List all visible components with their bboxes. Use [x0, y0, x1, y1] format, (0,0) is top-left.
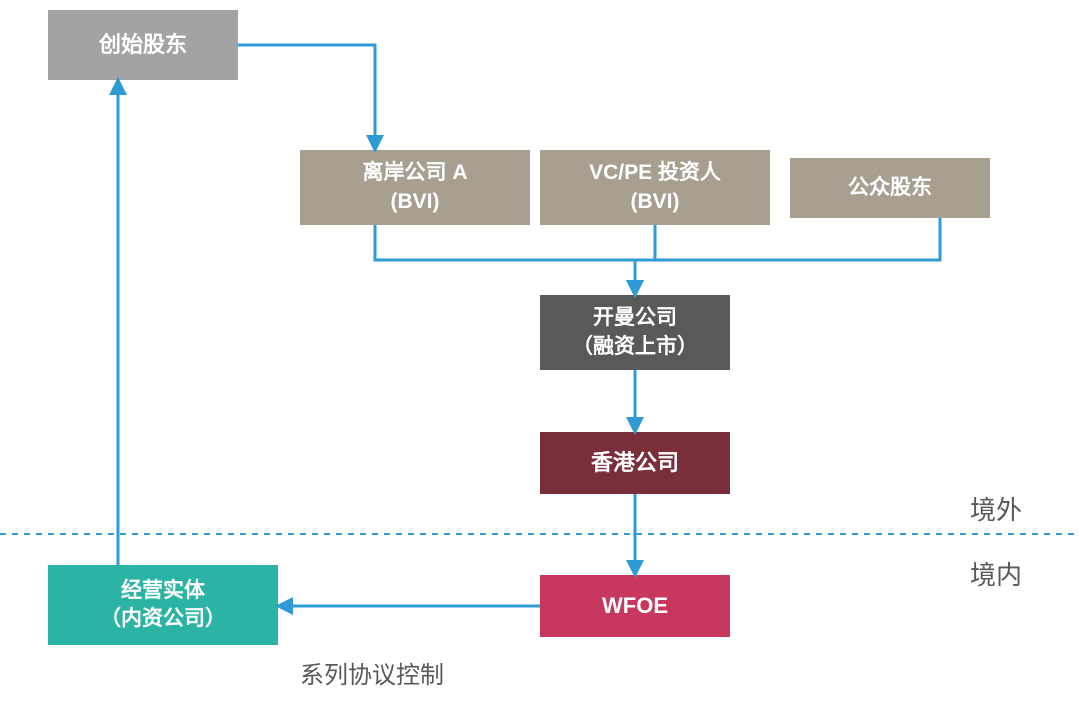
edge-public-to-cayman — [635, 218, 940, 295]
label-control: 系列协议控制 — [300, 655, 444, 690]
edge-founder-to-offshoreA — [238, 45, 375, 150]
node-cayman: 开曼公司 （融资上市） — [540, 295, 730, 370]
node-opco: 经营实体 （内资公司） — [48, 565, 278, 645]
node-vcpe: VC/PE 投资人 (BVI) — [540, 150, 770, 225]
node-hk: 香港公司 — [540, 432, 730, 494]
node-offshore-a: 离岸公司 A (BVI) — [300, 150, 530, 225]
label-offshore: 境外 — [970, 490, 1022, 527]
node-founder: 创始股东 — [48, 10, 238, 80]
edge-offshoreA-to-cayman — [375, 225, 635, 295]
label-onshore: 境内 — [970, 555, 1022, 592]
edge-vcpe-to-cayman — [635, 225, 655, 295]
node-public: 公众股东 — [790, 158, 990, 218]
node-wfoe: WFOE — [540, 575, 730, 637]
